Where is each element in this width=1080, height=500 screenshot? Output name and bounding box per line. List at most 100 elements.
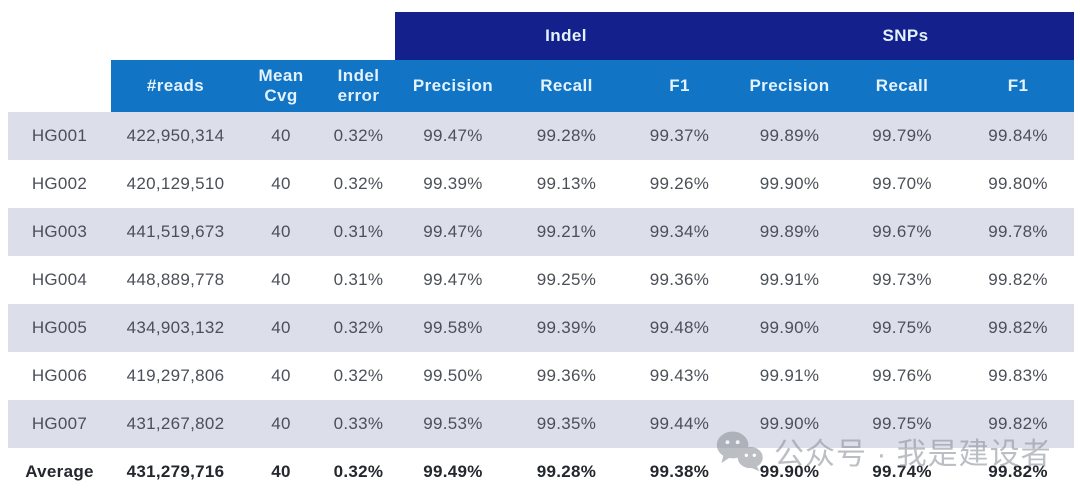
- table-cell: 99.36%: [622, 256, 738, 304]
- table-cell: 0.32%: [322, 304, 395, 352]
- table-cell: 99.37%: [622, 112, 738, 160]
- table-cell: 0.32%: [322, 448, 395, 496]
- table-cell: 99.49%: [395, 448, 511, 496]
- table-row: HG006 419,297,806 40 0.32% 99.50% 99.36% 99.43…: [8, 352, 1075, 400]
- table-cell: 99.75%: [842, 400, 963, 448]
- table-cell: 99.47%: [395, 208, 511, 256]
- table-cell: 99.74%: [842, 448, 963, 496]
- row-label: HG002: [8, 160, 111, 208]
- table-cell: 99.73%: [842, 256, 963, 304]
- table-cell: 422,950,314: [111, 112, 240, 160]
- table-cell: 99.76%: [842, 352, 963, 400]
- row-label: HG006: [8, 352, 111, 400]
- table-cell: 99.43%: [622, 352, 738, 400]
- table-cell: 0.32%: [322, 352, 395, 400]
- table-cell: 99.26%: [622, 160, 738, 208]
- table-cell: 99.91%: [737, 352, 843, 400]
- table-cell: 420,129,510: [111, 160, 240, 208]
- table-row: HG005 434,903,132 40 0.32% 99.58% 99.39% 99.48…: [8, 304, 1075, 352]
- table-cell: 40: [240, 400, 322, 448]
- column-header-indel-error: Indel error: [322, 60, 395, 112]
- table-cell: 99.47%: [395, 112, 511, 160]
- row-label: HG005: [8, 304, 111, 352]
- table-row: Average 431,279,716 40 0.32% 99.49% 99.28% 99.…: [8, 448, 1075, 496]
- table-cell: 99.13%: [511, 160, 622, 208]
- table-cell: 99.38%: [622, 448, 738, 496]
- table-cell: 99.82%: [962, 448, 1075, 496]
- table-cell: 99.90%: [737, 448, 843, 496]
- table-cell: 99.28%: [511, 448, 622, 496]
- table-cell: 99.82%: [962, 256, 1075, 304]
- column-header-row: #reads Mean Cvg Indel error Precision Re…: [8, 60, 1075, 112]
- table-cell: 99.34%: [622, 208, 738, 256]
- table-cell: 431,267,802: [111, 400, 240, 448]
- table-cell: 99.84%: [962, 112, 1075, 160]
- table-cell: 0.31%: [322, 256, 395, 304]
- table-cell: 99.90%: [737, 160, 843, 208]
- table-cell: 431,279,716: [111, 448, 240, 496]
- table-cell: 441,519,673: [111, 208, 240, 256]
- table-cell: 99.70%: [842, 160, 963, 208]
- table-cell: 434,903,132: [111, 304, 240, 352]
- table-cell: 0.32%: [322, 160, 395, 208]
- table-cell: 99.25%: [511, 256, 622, 304]
- table-cell: 99.67%: [842, 208, 963, 256]
- table-cell: 40: [240, 352, 322, 400]
- table-cell: 99.80%: [962, 160, 1075, 208]
- column-header-indel-precision: Precision: [395, 60, 511, 112]
- group-header-row: Indel SNPs: [8, 12, 1075, 60]
- table-cell: 448,889,778: [111, 256, 240, 304]
- table-cell: 99.39%: [511, 304, 622, 352]
- row-label: HG007: [8, 400, 111, 448]
- column-header-indel-f1: F1: [622, 60, 738, 112]
- table-cell: 419,297,806: [111, 352, 240, 400]
- table-cell: 99.50%: [395, 352, 511, 400]
- table-row: HG007 431,267,802 40 0.33% 99.53% 99.35% 99.44…: [8, 400, 1075, 448]
- table-body: HG001 422,950,314 40 0.32% 99.47% 99.28% 99.37…: [8, 112, 1075, 496]
- table-cell: 99.89%: [737, 112, 843, 160]
- table-cell: 99.82%: [962, 304, 1075, 352]
- table-cell: 40: [240, 112, 322, 160]
- table-cell: 99.35%: [511, 400, 622, 448]
- table-row: HG004 448,889,778 40 0.31% 99.47% 99.25% 99.36…: [8, 256, 1075, 304]
- column-header-indel-recall: Recall: [511, 60, 622, 112]
- table-cell: 99.75%: [842, 304, 963, 352]
- table-cell: 99.47%: [395, 256, 511, 304]
- row-label: Average: [8, 448, 111, 496]
- row-label: HG001: [8, 112, 111, 160]
- column-header-mean-cvg: Mean Cvg: [240, 60, 322, 112]
- table-cell: 99.58%: [395, 304, 511, 352]
- table-cell: 99.36%: [511, 352, 622, 400]
- group-header-indel: Indel: [395, 12, 738, 60]
- table-cell: 99.89%: [737, 208, 843, 256]
- table-cell: 0.31%: [322, 208, 395, 256]
- table-cell: 99.90%: [737, 304, 843, 352]
- table-cell: 99.90%: [737, 400, 843, 448]
- table-cell: 0.33%: [322, 400, 395, 448]
- table-cell: 40: [240, 448, 322, 496]
- table-cell: 99.82%: [962, 400, 1075, 448]
- table-cell: 99.39%: [395, 160, 511, 208]
- table-cell: 99.83%: [962, 352, 1075, 400]
- column-header-snp-precision: Precision: [737, 60, 843, 112]
- row-label: HG003: [8, 208, 111, 256]
- table-cell: 99.44%: [622, 400, 738, 448]
- table-cell: 40: [240, 160, 322, 208]
- table-cell: 99.28%: [511, 112, 622, 160]
- group-header-snps: SNPs: [737, 12, 1075, 60]
- table-cell: 99.78%: [962, 208, 1075, 256]
- column-header-snp-f1: F1: [962, 60, 1075, 112]
- table-cell: 99.48%: [622, 304, 738, 352]
- table-row: HG002 420,129,510 40 0.32% 99.39% 99.13% 99.26…: [8, 160, 1075, 208]
- table-cell: 40: [240, 256, 322, 304]
- table-cell: 99.79%: [842, 112, 963, 160]
- column-header-snp-recall: Recall: [842, 60, 963, 112]
- column-header-reads: #reads: [111, 60, 240, 112]
- table-cell: 0.32%: [322, 112, 395, 160]
- table-cell: 99.21%: [511, 208, 622, 256]
- variant-calling-benchmark-table: Indel SNPs #reads Mean Cvg Indel error P…: [8, 12, 1075, 496]
- table-row: HG001 422,950,314 40 0.32% 99.47% 99.28% 99.37…: [8, 112, 1075, 160]
- table-cell: 99.91%: [737, 256, 843, 304]
- group-header-spacer: [8, 12, 395, 60]
